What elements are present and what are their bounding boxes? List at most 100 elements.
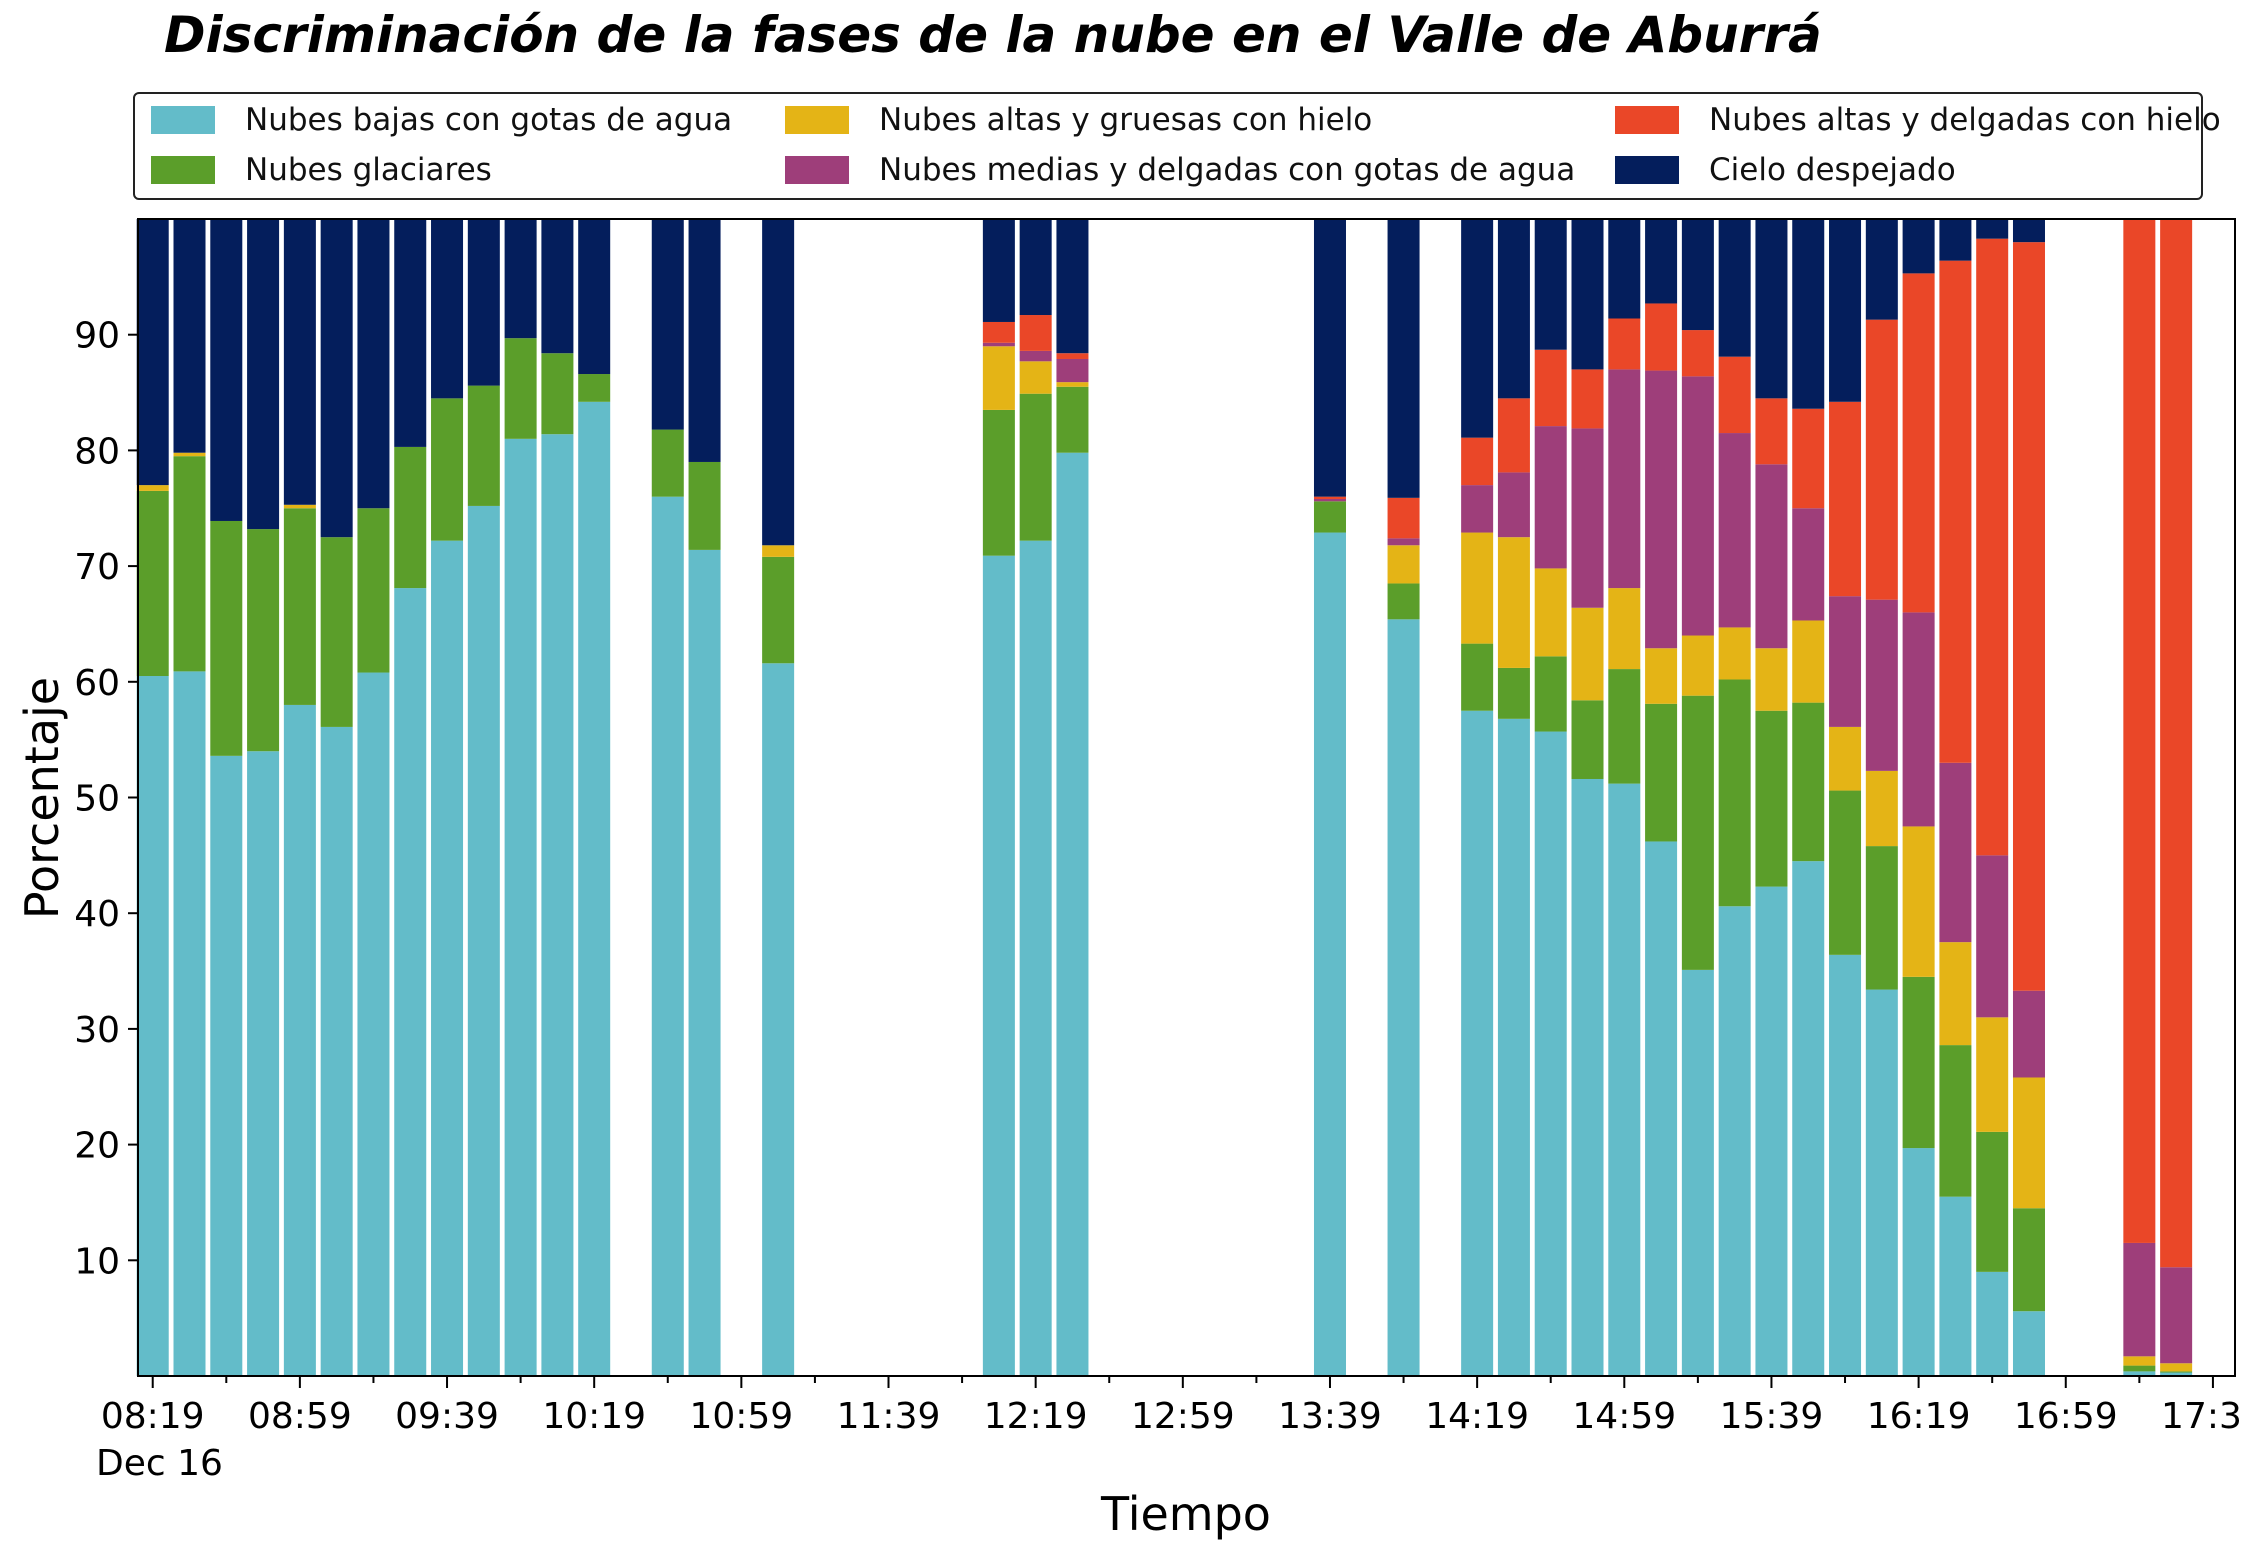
x-tick-label: 14:19 — [1425, 1396, 1529, 1437]
bar-segment-nubes-altas-y-gruesas-con-hielo — [1902, 826, 1935, 977]
bar-segment-cielo-despejado — [1681, 219, 1714, 331]
bar-segment-nubes-altas-y-delgadas-con-hielo — [1976, 238, 2009, 856]
bar-segment-nubes-medias-y-delgadas-con-gotas-de-agua — [1902, 612, 1935, 827]
bar-segment-nubes-glaciares — [1902, 976, 1935, 1149]
y-tick-label: 70 — [74, 547, 120, 588]
legend-label: Nubes medias y delgadas con gotas de agu… — [879, 152, 1576, 188]
bar-segment-nubes-bajas-con-gotas-de-agua — [982, 555, 1015, 1376]
x-date-label: Dec 16 — [96, 1443, 223, 1484]
bar-segment-nubes-bajas-con-gotas-de-agua — [1829, 954, 1862, 1376]
bar-segment-nubes-altas-y-gruesas-con-hielo — [1645, 648, 1678, 704]
bar-segment-nubes-glaciares — [1718, 679, 1751, 907]
x-tick-label: 14:59 — [1572, 1396, 1676, 1437]
bar-segment-nubes-medias-y-delgadas-con-gotas-de-agua — [1645, 370, 1678, 649]
y-tick-label: 30 — [74, 1010, 120, 1051]
bar-segment-nubes-glaciares — [1939, 1045, 1972, 1197]
bar-segment-nubes-glaciares — [1019, 393, 1052, 541]
bar-segment-nubes-bajas-con-gotas-de-agua — [247, 751, 280, 1376]
bar-segment-cielo-despejado — [431, 219, 464, 399]
bar-segment-nubes-bajas-con-gotas-de-agua — [1461, 710, 1494, 1376]
bar-segment-nubes-altas-y-delgadas-con-hielo — [1387, 497, 1420, 539]
bar-segment-cielo-despejado — [504, 219, 537, 339]
bar-segment-cielo-despejado — [320, 219, 353, 538]
bar-segment-nubes-altas-y-gruesas-con-hielo — [1681, 635, 1714, 696]
bar-segment-nubes-bajas-con-gotas-de-agua — [1645, 841, 1678, 1376]
bar-segment-nubes-altas-y-gruesas-con-hielo — [1019, 361, 1052, 394]
bar-segment-cielo-despejado — [762, 219, 795, 546]
bar-segment-nubes-bajas-con-gotas-de-agua — [2012, 1311, 2045, 1376]
bar-segment-nubes-altas-y-gruesas-con-hielo — [1718, 627, 1751, 680]
bar-segment-nubes-bajas-con-gotas-de-agua — [136, 676, 169, 1376]
bar-segment-nubes-altas-y-delgadas-con-hielo — [1681, 330, 1714, 377]
bar-segment-nubes-altas-y-delgadas-con-hielo — [2160, 219, 2193, 1268]
y-axis: 10 20 30 40 50 60 70 80 90 — [74, 316, 138, 1282]
legend-swatch — [1615, 106, 1679, 134]
bar-segment-cielo-despejado — [1829, 219, 1862, 402]
bar-segment-cielo-despejado — [1571, 219, 1604, 370]
bar-segment-nubes-medias-y-delgadas-con-gotas-de-agua — [1976, 855, 2009, 1018]
bar-segment-nubes-glaciares — [1461, 643, 1494, 711]
bar-segment-nubes-altas-y-delgadas-con-hielo — [1019, 315, 1052, 351]
bar-segment-nubes-medias-y-delgadas-con-gotas-de-agua — [1056, 359, 1089, 383]
bar-segment-nubes-bajas-con-gotas-de-agua — [1755, 886, 1788, 1376]
bar-segment-nubes-bajas-con-gotas-de-agua — [1534, 731, 1567, 1376]
bar-segment-cielo-despejado — [982, 219, 1015, 322]
bar-segment-nubes-altas-y-gruesas-con-hielo — [762, 545, 795, 557]
bar-segment-nubes-medias-y-delgadas-con-gotas-de-agua — [1829, 596, 1862, 727]
bar-segment-nubes-altas-y-delgadas-con-hielo — [1608, 318, 1641, 370]
bar-segment-nubes-bajas-con-gotas-de-agua — [2160, 1372, 2193, 1376]
bar-segment-nubes-altas-y-delgadas-con-hielo — [1718, 356, 1751, 434]
bar-segment-nubes-altas-y-delgadas-con-hielo — [2012, 242, 2045, 991]
x-tick-label: 13:39 — [1278, 1396, 1382, 1437]
bar-segment-nubes-bajas-con-gotas-de-agua — [578, 401, 611, 1376]
bar-segment-nubes-glaciares — [320, 537, 353, 727]
bar-segment-nubes-bajas-con-gotas-de-agua — [173, 671, 206, 1376]
bar-segment-cielo-despejado — [541, 219, 574, 354]
bar-segment-nubes-glaciares — [2012, 1208, 2045, 1312]
bar-segment-nubes-medias-y-delgadas-con-gotas-de-agua — [1461, 485, 1494, 533]
bar-segment-cielo-despejado — [578, 219, 611, 375]
bar-segment-nubes-altas-y-gruesas-con-hielo — [1461, 532, 1494, 644]
bar-segment-nubes-bajas-con-gotas-de-agua — [320, 726, 353, 1376]
bar-segment-nubes-medias-y-delgadas-con-gotas-de-agua — [1387, 538, 1420, 546]
bar-segment-nubes-glaciares — [467, 385, 500, 506]
bar-segment-nubes-altas-y-delgadas-con-hielo — [1939, 260, 1972, 763]
bar-segment-nubes-altas-y-delgadas-con-hielo — [982, 321, 1015, 343]
x-tick-label: 16:59 — [2014, 1396, 2118, 1437]
bar-segment-nubes-glaciares — [357, 508, 390, 673]
bar-segment-nubes-medias-y-delgadas-con-gotas-de-agua — [1497, 472, 1530, 538]
legend-swatch — [1615, 156, 1679, 184]
bar-segment-nubes-glaciares — [1534, 656, 1567, 732]
bar-segment-cielo-despejado — [1645, 219, 1678, 304]
bar-segment-nubes-altas-y-delgadas-con-hielo — [2123, 219, 2156, 1243]
bar-segment-nubes-glaciares — [431, 398, 464, 541]
legend-item-nubes-altas-gruesas: Nubes altas y gruesas con hielo — [785, 100, 1372, 140]
bar-segment-nubes-glaciares — [578, 374, 611, 402]
bar-segment-nubes-glaciares — [762, 556, 795, 664]
y-tick-label: 40 — [74, 894, 120, 935]
bar-segment-nubes-bajas-con-gotas-de-agua — [467, 505, 500, 1376]
bar-segment-nubes-bajas-con-gotas-de-agua — [1571, 778, 1604, 1376]
bar-segment-nubes-altas-y-delgadas-con-hielo — [1056, 353, 1089, 359]
bar-segment-cielo-despejado — [1461, 219, 1494, 438]
bar-segment-nubes-altas-y-gruesas-con-hielo — [1939, 942, 1972, 1046]
legend-swatch — [785, 156, 849, 184]
bar-segment-nubes-glaciares — [504, 338, 537, 439]
bar-segment-nubes-bajas-con-gotas-de-agua — [1056, 452, 1089, 1377]
legend-item-nubes-bajas: Nubes bajas con gotas de agua — [151, 100, 732, 140]
bar-segment-nubes-altas-y-gruesas-con-hielo — [982, 346, 1015, 410]
bar-segment-cielo-despejado — [1534, 219, 1567, 350]
bar-segment-nubes-altas-y-delgadas-con-hielo — [1902, 273, 1935, 613]
bar-segment-nubes-altas-y-gruesas-con-hielo — [1571, 607, 1604, 701]
bar-segment-nubes-glaciares — [1976, 1131, 2009, 1272]
bar-segment-nubes-altas-y-delgadas-con-hielo — [1313, 496, 1346, 499]
bar-segment-nubes-glaciares — [247, 529, 280, 752]
x-axis-title: Tiempo — [1100, 1487, 1271, 1541]
bar-segment-nubes-altas-y-gruesas-con-hielo — [1056, 382, 1089, 387]
bar-segment-nubes-bajas-con-gotas-de-agua — [1497, 718, 1530, 1376]
bar-segment-nubes-medias-y-delgadas-con-gotas-de-agua — [2012, 990, 2045, 1078]
bar-segment-nubes-altas-y-delgadas-con-hielo — [1571, 369, 1604, 429]
bar-segment-cielo-despejado — [1056, 219, 1089, 354]
legend-label: Nubes bajas con gotas de agua — [245, 102, 733, 138]
